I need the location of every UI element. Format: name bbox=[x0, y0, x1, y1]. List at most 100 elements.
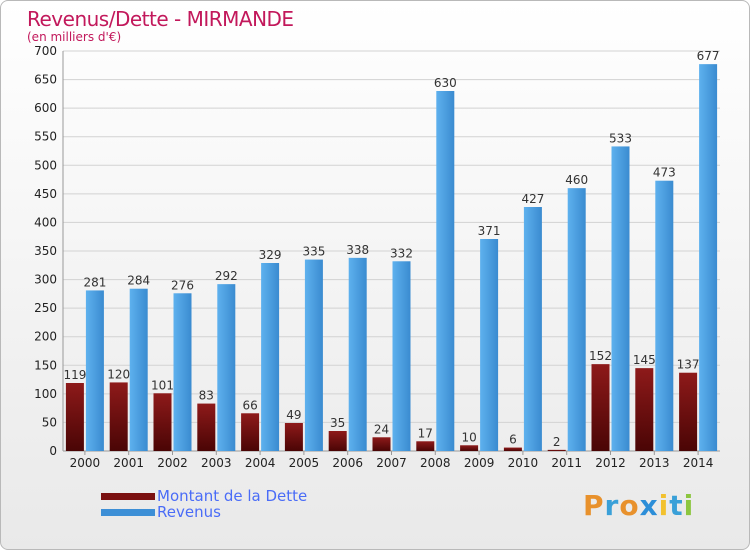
y-tick-label: 100 bbox=[34, 387, 57, 401]
bar-revenus bbox=[436, 91, 455, 451]
x-tick-label: 2013 bbox=[639, 456, 670, 470]
x-tick-label: 2002 bbox=[157, 456, 188, 470]
x-tick-label: 2011 bbox=[551, 456, 582, 470]
bar-revenus bbox=[699, 64, 718, 451]
y-tick-label: 300 bbox=[34, 273, 57, 287]
data-label-dette: 10 bbox=[461, 430, 476, 444]
logo-letter: i bbox=[683, 489, 695, 522]
logo-letter: o bbox=[619, 489, 640, 522]
bar-dette bbox=[65, 383, 84, 451]
bar-revenus bbox=[480, 239, 499, 451]
chart-title: Revenus/Dette - MIRMANDE bbox=[27, 7, 294, 31]
data-label-dette: 119 bbox=[63, 368, 86, 382]
x-tick-label: 2001 bbox=[113, 456, 144, 470]
chart-subtitle: (en milliers d'€) bbox=[27, 30, 122, 44]
x-tick-label: 2014 bbox=[683, 456, 714, 470]
legend: Montant de la Dette Revenus bbox=[101, 487, 308, 521]
data-label-revenus: 332 bbox=[390, 246, 413, 260]
bar-dette bbox=[503, 447, 522, 451]
legend-item-revenus: Revenus bbox=[101, 503, 307, 521]
x-tick-label: 2010 bbox=[508, 456, 539, 470]
bar-revenus bbox=[392, 261, 411, 451]
y-tick-label: 450 bbox=[34, 187, 57, 201]
data-label-revenus: 460 bbox=[565, 173, 588, 187]
data-label-dette: 35 bbox=[330, 416, 345, 430]
data-label-revenus: 473 bbox=[653, 166, 676, 180]
data-label-dette: 49 bbox=[286, 408, 301, 422]
data-label-revenus: 276 bbox=[171, 278, 194, 292]
data-label-dette: 101 bbox=[151, 378, 174, 392]
bar-revenus bbox=[567, 188, 586, 451]
data-label-revenus: 284 bbox=[127, 274, 150, 288]
bar-dette bbox=[460, 445, 479, 451]
y-tick-label: 0 bbox=[49, 444, 57, 458]
data-label-revenus: 292 bbox=[215, 269, 238, 283]
bar-dette bbox=[547, 449, 566, 451]
y-tick-label: 700 bbox=[34, 44, 57, 58]
y-tick-label: 150 bbox=[34, 358, 57, 372]
legend-swatch-revenus bbox=[101, 508, 155, 516]
x-tick-label: 2000 bbox=[70, 456, 101, 470]
legend-label-dette: Montant de la Dette bbox=[157, 487, 308, 505]
data-label-revenus: 281 bbox=[83, 275, 106, 289]
x-tick-label: 2007 bbox=[376, 456, 407, 470]
data-label-dette: 137 bbox=[677, 358, 700, 372]
y-tick-label: 350 bbox=[34, 244, 57, 258]
data-label-dette: 2 bbox=[553, 435, 561, 449]
x-tick-label: 2004 bbox=[245, 456, 276, 470]
bar-revenus bbox=[611, 146, 630, 451]
bar-dette bbox=[241, 413, 260, 451]
y-tick-label: 200 bbox=[34, 330, 57, 344]
bar-revenus bbox=[655, 180, 674, 451]
legend-item-dette: Montant de la Dette bbox=[101, 487, 308, 505]
bar-revenus bbox=[85, 290, 104, 451]
y-tick-label: 250 bbox=[34, 301, 57, 315]
data-label-revenus: 338 bbox=[346, 243, 369, 257]
bar-dette bbox=[416, 441, 435, 451]
y-tick-label: 550 bbox=[34, 130, 57, 144]
logo-letter: x bbox=[639, 489, 659, 522]
logo-letter: P bbox=[583, 489, 605, 522]
data-label-revenus: 371 bbox=[478, 224, 501, 238]
x-tick-label: 2009 bbox=[464, 456, 495, 470]
y-tick-label: 50 bbox=[42, 415, 57, 429]
data-label-revenus: 335 bbox=[302, 245, 325, 259]
data-label-revenus: 630 bbox=[434, 76, 457, 90]
data-label-revenus: 677 bbox=[697, 49, 720, 63]
x-tick-label: 2006 bbox=[332, 456, 363, 470]
data-label-revenus: 533 bbox=[609, 131, 632, 145]
bar-revenus bbox=[304, 259, 323, 451]
data-label-dette: 120 bbox=[107, 367, 130, 381]
logo-letter: t bbox=[669, 489, 684, 522]
data-label-dette: 152 bbox=[589, 349, 612, 363]
legend-swatch-dette bbox=[101, 492, 155, 500]
x-tick-label: 2008 bbox=[420, 456, 451, 470]
bar-dette bbox=[635, 368, 654, 451]
bar-revenus bbox=[217, 284, 236, 451]
x-tick-label: 2003 bbox=[201, 456, 232, 470]
data-label-revenus: 329 bbox=[259, 248, 282, 262]
data-label-revenus: 427 bbox=[521, 192, 544, 206]
bar-revenus bbox=[523, 207, 542, 451]
y-tick-label: 400 bbox=[34, 215, 57, 229]
x-tick-label: 2012 bbox=[595, 456, 626, 470]
y-tick-label: 600 bbox=[34, 101, 57, 115]
bar-revenus bbox=[348, 257, 367, 451]
bar-revenus bbox=[173, 293, 192, 451]
bar-dette bbox=[591, 364, 610, 451]
y-tick-label: 650 bbox=[34, 73, 57, 87]
legend-label-revenus: Revenus bbox=[157, 503, 221, 521]
bar-dette bbox=[109, 382, 128, 451]
bar-dette bbox=[153, 393, 172, 451]
bar-dette bbox=[679, 372, 698, 451]
proxiti-logo: Proxiti bbox=[583, 489, 694, 522]
data-label-dette: 66 bbox=[242, 398, 257, 412]
logo-letter: i bbox=[658, 489, 670, 522]
bar-revenus bbox=[129, 288, 148, 451]
data-label-dette: 24 bbox=[374, 422, 389, 436]
data-label-dette: 145 bbox=[633, 353, 656, 367]
x-tick-label: 2005 bbox=[289, 456, 320, 470]
data-label-dette: 6 bbox=[509, 433, 517, 447]
